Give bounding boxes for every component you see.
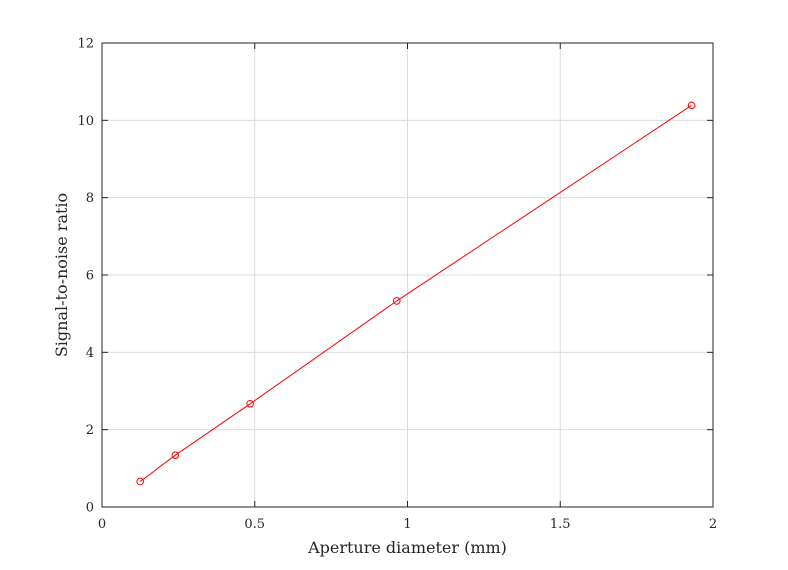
y-tick-label: 12: [77, 37, 94, 52]
y-tick-label: 0: [86, 501, 94, 516]
data-point: [171, 451, 180, 459]
x-tick-labels: 0 0.5 1 1.5 2: [98, 517, 717, 532]
y-tick-label: 10: [77, 114, 94, 129]
y-axis-label: Signal-to-noise ratio: [52, 193, 71, 357]
data-point: [246, 399, 254, 408]
x-tick-label: 1: [403, 517, 411, 532]
x-axis-label: Aperture diameter (mm): [307, 538, 507, 557]
y-tick-labels: 0 2 4 6 8 10 12: [77, 37, 94, 516]
y-tick-label: 6: [86, 269, 94, 284]
x-tick-label: 0.5: [244, 517, 265, 532]
x-tick-label: 1.5: [550, 517, 571, 532]
data-point: [393, 297, 401, 305]
grid-lines: [101, 42, 714, 508]
data-series: [136, 101, 696, 486]
y-tick-label: 2: [86, 423, 94, 438]
data-point: [687, 101, 696, 110]
series-line: [139, 104, 692, 482]
y-tick-label: 4: [86, 346, 94, 361]
x-tick-label: 0: [98, 517, 106, 532]
data-point: [136, 477, 144, 486]
y-tick-label: 8: [86, 191, 94, 206]
plot-frame: [101, 42, 714, 508]
x-tick-label: 2: [709, 517, 717, 532]
